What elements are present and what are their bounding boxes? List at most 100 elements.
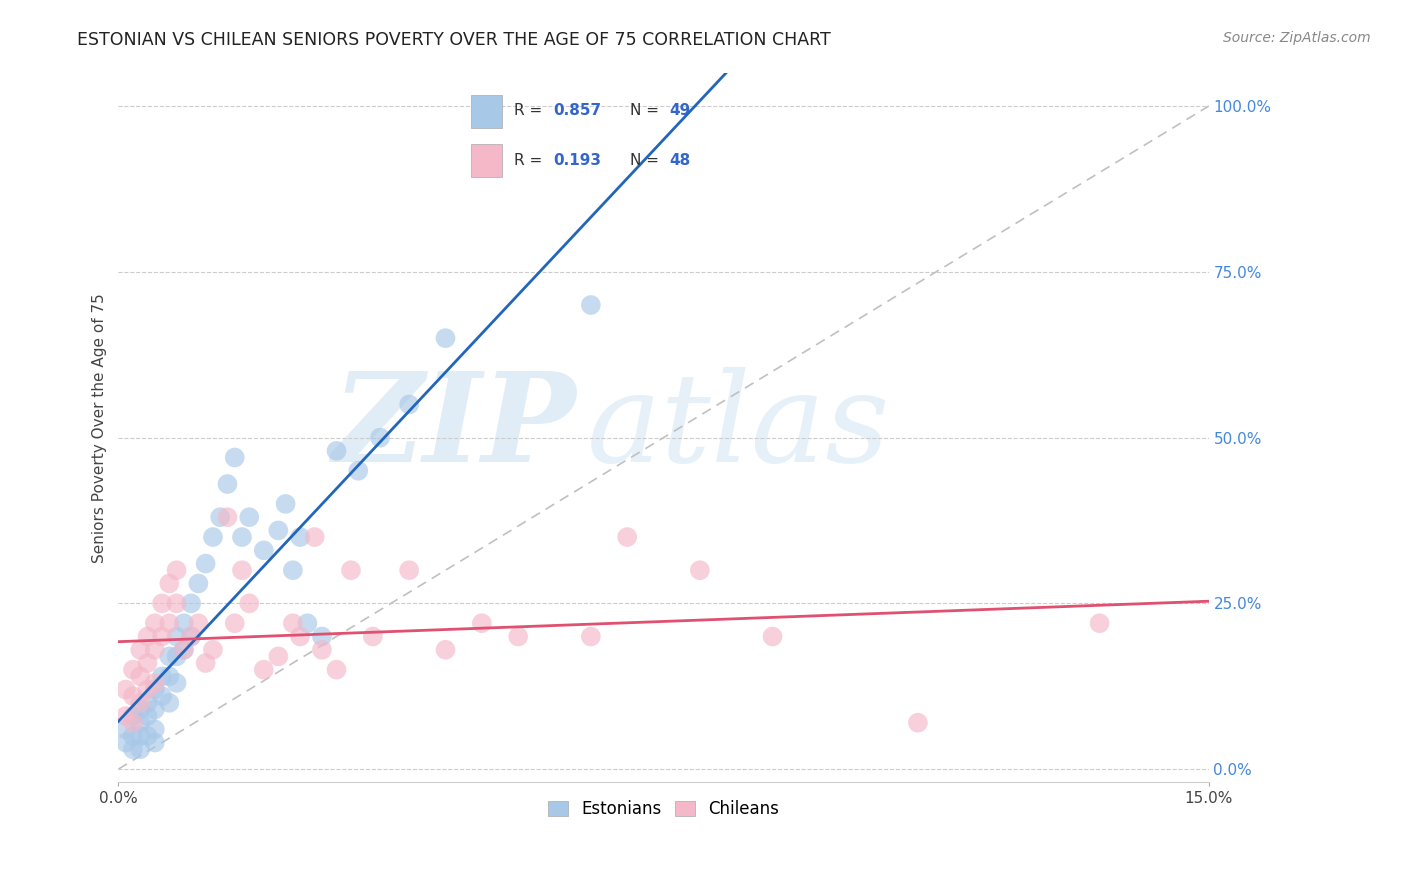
Point bbox=[166, 649, 188, 664]
Point bbox=[122, 663, 145, 677]
Point bbox=[114, 709, 136, 723]
Point bbox=[297, 616, 319, 631]
Point bbox=[398, 563, 420, 577]
Point bbox=[340, 563, 363, 577]
Point bbox=[311, 630, 333, 644]
Point bbox=[129, 729, 152, 743]
Point bbox=[157, 616, 180, 631]
Point bbox=[150, 669, 173, 683]
Text: atlas: atlas bbox=[588, 367, 890, 489]
Point bbox=[281, 616, 304, 631]
Point bbox=[136, 656, 159, 670]
Point bbox=[143, 723, 166, 737]
Point bbox=[361, 630, 384, 644]
Point bbox=[368, 431, 391, 445]
Point bbox=[508, 630, 530, 644]
Point bbox=[201, 530, 224, 544]
Point bbox=[157, 576, 180, 591]
Point bbox=[136, 682, 159, 697]
Point bbox=[194, 656, 217, 670]
Point bbox=[122, 742, 145, 756]
Point bbox=[157, 696, 180, 710]
Point bbox=[150, 596, 173, 610]
Point bbox=[217, 477, 239, 491]
Point bbox=[325, 443, 347, 458]
Point bbox=[616, 530, 638, 544]
Point bbox=[209, 510, 232, 524]
Point bbox=[143, 676, 166, 690]
Point bbox=[114, 735, 136, 749]
Point bbox=[224, 450, 246, 465]
Point bbox=[143, 642, 166, 657]
Point bbox=[194, 557, 217, 571]
Point bbox=[129, 742, 152, 756]
Y-axis label: Seniors Poverty Over the Age of 75: Seniors Poverty Over the Age of 75 bbox=[93, 293, 107, 563]
Point bbox=[129, 696, 152, 710]
Point bbox=[166, 596, 188, 610]
Point bbox=[238, 596, 260, 610]
Point bbox=[288, 630, 311, 644]
Point bbox=[143, 702, 166, 716]
Point bbox=[1088, 616, 1111, 631]
Point bbox=[253, 543, 276, 558]
Point bbox=[122, 729, 145, 743]
Point bbox=[434, 331, 457, 345]
Point bbox=[143, 616, 166, 631]
Point bbox=[136, 630, 159, 644]
Point bbox=[224, 616, 246, 631]
Point bbox=[150, 689, 173, 703]
Point bbox=[143, 735, 166, 749]
Point bbox=[173, 642, 195, 657]
Point bbox=[689, 563, 711, 577]
Point bbox=[173, 616, 195, 631]
Point bbox=[180, 630, 202, 644]
Point bbox=[274, 497, 297, 511]
Point bbox=[761, 630, 783, 644]
Point bbox=[136, 729, 159, 743]
Point bbox=[157, 649, 180, 664]
Point bbox=[311, 642, 333, 657]
Point bbox=[150, 630, 173, 644]
Point bbox=[166, 630, 188, 644]
Point bbox=[114, 723, 136, 737]
Point bbox=[579, 630, 602, 644]
Point bbox=[253, 663, 276, 677]
Point bbox=[238, 510, 260, 524]
Point bbox=[166, 676, 188, 690]
Legend: Estonians, Chileans: Estonians, Chileans bbox=[541, 794, 786, 825]
Point bbox=[157, 669, 180, 683]
Point bbox=[201, 642, 224, 657]
Point bbox=[173, 642, 195, 657]
Point bbox=[471, 616, 494, 631]
Point bbox=[129, 642, 152, 657]
Point bbox=[398, 397, 420, 411]
Text: Source: ZipAtlas.com: Source: ZipAtlas.com bbox=[1223, 31, 1371, 45]
Point bbox=[304, 530, 326, 544]
Point bbox=[231, 563, 253, 577]
Point bbox=[129, 702, 152, 716]
Text: ESTONIAN VS CHILEAN SENIORS POVERTY OVER THE AGE OF 75 CORRELATION CHART: ESTONIAN VS CHILEAN SENIORS POVERTY OVER… bbox=[77, 31, 831, 49]
Point bbox=[288, 530, 311, 544]
Point bbox=[325, 663, 347, 677]
Point bbox=[136, 696, 159, 710]
Point bbox=[434, 642, 457, 657]
Point bbox=[579, 298, 602, 312]
Point bbox=[136, 709, 159, 723]
Point bbox=[129, 669, 152, 683]
Point bbox=[114, 682, 136, 697]
Point bbox=[180, 596, 202, 610]
Point bbox=[267, 649, 290, 664]
Point bbox=[122, 715, 145, 730]
Point bbox=[217, 510, 239, 524]
Point bbox=[281, 563, 304, 577]
Point bbox=[907, 715, 929, 730]
Point bbox=[187, 616, 209, 631]
Point bbox=[166, 563, 188, 577]
Point bbox=[231, 530, 253, 544]
Point bbox=[122, 709, 145, 723]
Point bbox=[129, 715, 152, 730]
Point bbox=[143, 682, 166, 697]
Point bbox=[267, 524, 290, 538]
Point bbox=[180, 630, 202, 644]
Point bbox=[347, 464, 370, 478]
